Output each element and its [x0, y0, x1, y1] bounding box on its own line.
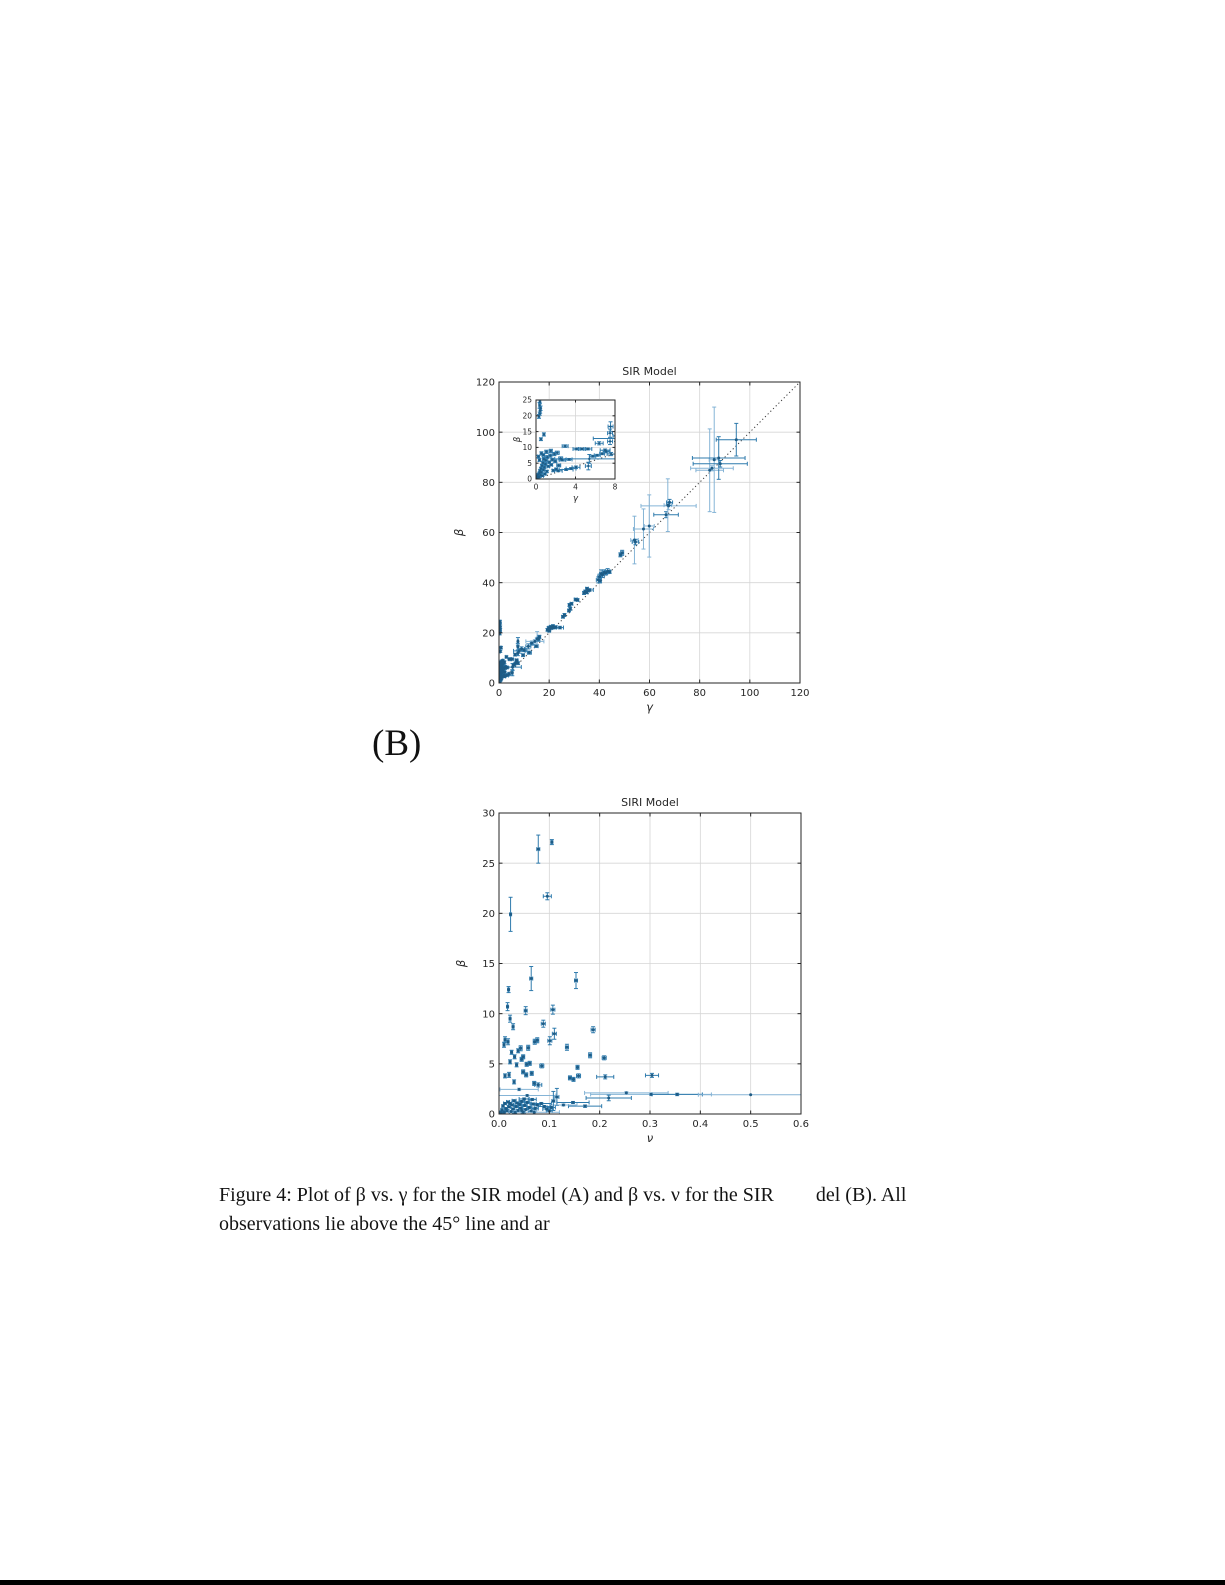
svg-text:15: 15	[522, 427, 532, 436]
svg-text:0: 0	[496, 688, 502, 699]
svg-text:0: 0	[527, 475, 532, 484]
svg-text:60: 60	[482, 528, 495, 539]
svg-text:0.3: 0.3	[642, 1119, 658, 1130]
svg-text:0: 0	[534, 483, 539, 492]
svg-text:8: 8	[613, 483, 618, 492]
svg-text:0.6: 0.6	[793, 1119, 809, 1130]
svg-text:60: 60	[643, 688, 656, 699]
svg-text:4: 4	[573, 483, 578, 492]
svg-text:25: 25	[522, 396, 532, 405]
caption-line1-post: del (B). All	[815, 1184, 907, 1206]
svg-text:0.5: 0.5	[743, 1119, 759, 1130]
figure-b-label: (B)	[372, 723, 422, 764]
figure-caption: Figure 4: Plot of β vs. γ for the SIR mo…	[219, 1181, 1024, 1239]
svg-text:10: 10	[522, 443, 532, 452]
svg-text:40: 40	[593, 688, 606, 699]
svg-text:120: 120	[476, 378, 495, 389]
svg-text:20: 20	[543, 688, 556, 699]
svg-text:20: 20	[482, 628, 495, 639]
svg-text:80: 80	[693, 688, 706, 699]
svg-text:SIR Model: SIR Model	[622, 365, 676, 378]
svg-text:25: 25	[482, 859, 495, 870]
svg-text:β: β	[454, 960, 468, 968]
caption-line2: observations lie above the 45° line and …	[219, 1213, 550, 1235]
svg-text:0: 0	[489, 679, 495, 690]
svg-text:100: 100	[740, 688, 759, 699]
svg-text:15: 15	[482, 959, 495, 970]
svg-text:0.2: 0.2	[592, 1119, 608, 1130]
svg-text:β: β	[452, 529, 466, 537]
svg-text:80: 80	[482, 478, 495, 489]
svg-text:0.4: 0.4	[692, 1119, 708, 1130]
svg-text:0: 0	[489, 1110, 495, 1121]
svg-text:γ: γ	[646, 700, 654, 714]
page-bottom-rule	[0, 1580, 1225, 1585]
svg-text:5: 5	[527, 459, 532, 468]
svg-text:ν: ν	[647, 1131, 654, 1145]
svg-text:30: 30	[482, 809, 495, 820]
svg-text:10: 10	[482, 1009, 495, 1020]
svg-text:γ: γ	[573, 494, 579, 504]
svg-text:100: 100	[476, 428, 495, 439]
svg-text:0.1: 0.1	[541, 1119, 557, 1130]
svg-text:5: 5	[489, 1059, 495, 1070]
svg-text:0.0: 0.0	[491, 1119, 507, 1130]
svg-text:20: 20	[482, 909, 495, 920]
svg-text:40: 40	[482, 578, 495, 589]
caption-line1-pre: Figure 4: Plot of β vs. γ for the SIR mo…	[219, 1184, 774, 1206]
svg-text:β: β	[513, 436, 523, 443]
siri-model-chart: 0.0 0.1 0.2 0.3 0.4 0.5 0.6 0 5 10 15 20 25 30 SIRI Mo…	[454, 796, 809, 1145]
svg-text:20: 20	[522, 412, 532, 421]
svg-text:SIRI Model: SIRI Model	[621, 796, 679, 809]
svg-text:120: 120	[790, 688, 809, 699]
